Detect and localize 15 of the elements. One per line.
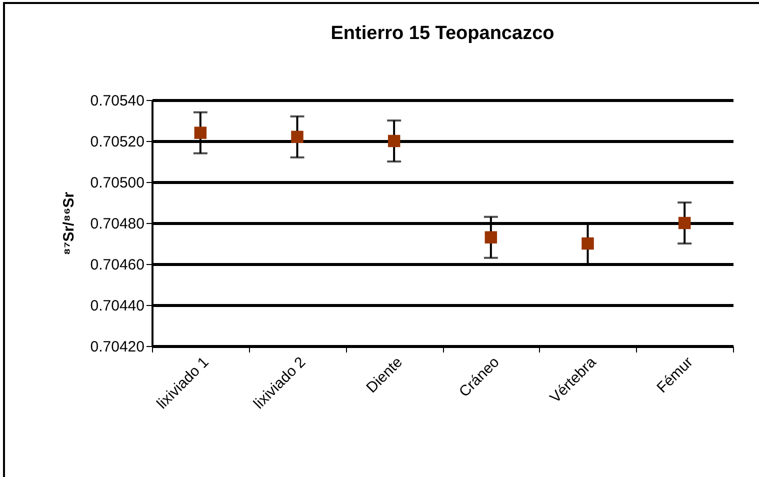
point <box>582 237 594 250</box>
point <box>484 231 498 244</box>
y-tick-label: 0.70460 <box>90 256 144 274</box>
point <box>291 130 304 144</box>
y-tick-label: 0.70440 <box>90 298 144 314</box>
y-axis-title: ⁸⁷Sr/⁸⁶Sr <box>60 192 78 256</box>
point <box>678 216 691 230</box>
y-tick-label: 0.70480 <box>90 216 144 232</box>
point <box>388 134 400 148</box>
y-tick-label: 0.70520 <box>90 134 144 150</box>
y-tick-label: 0.70420 <box>90 338 144 356</box>
y-tick-label: 0.70500 <box>90 174 144 192</box>
point <box>194 126 207 139</box>
y-tick-label: 0.70540 <box>90 92 144 110</box>
chart-title: Entierro 15 Teopancazco <box>330 23 554 44</box>
